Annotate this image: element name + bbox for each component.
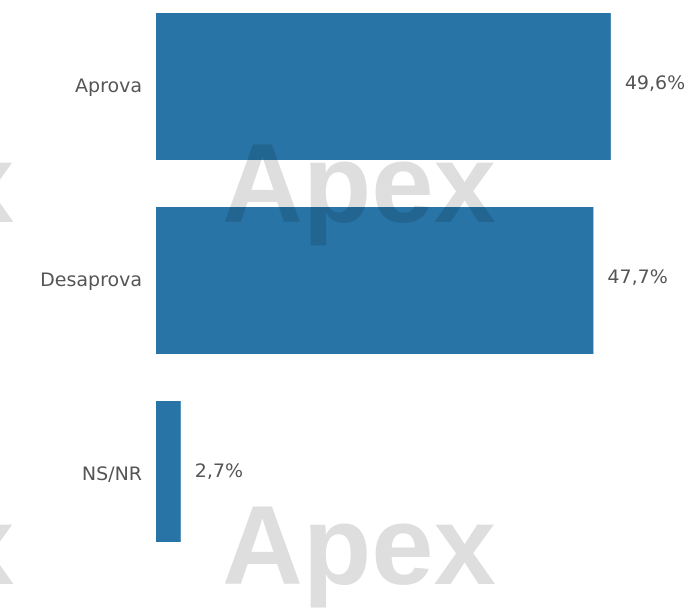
category-label: NS/NR [82, 463, 142, 485]
bar-aprova [156, 13, 611, 160]
category-label: Aprova [75, 75, 142, 97]
bar-ns-nr [156, 401, 181, 548]
chart-canvas: Aprova 49,6% Desaprova 47,7% NS/NR 2,7% [40, 13, 685, 548]
value-label: 2,7% [195, 460, 243, 482]
bar-chart: Aprova 49,6% Desaprova 47,7% NS/NR 2,7% [40, 13, 685, 548]
value-label: 47,7% [607, 266, 667, 288]
bar-desaprova [156, 207, 594, 354]
value-label: 49,6% [625, 72, 685, 94]
category-label: Desaprova [40, 269, 142, 291]
